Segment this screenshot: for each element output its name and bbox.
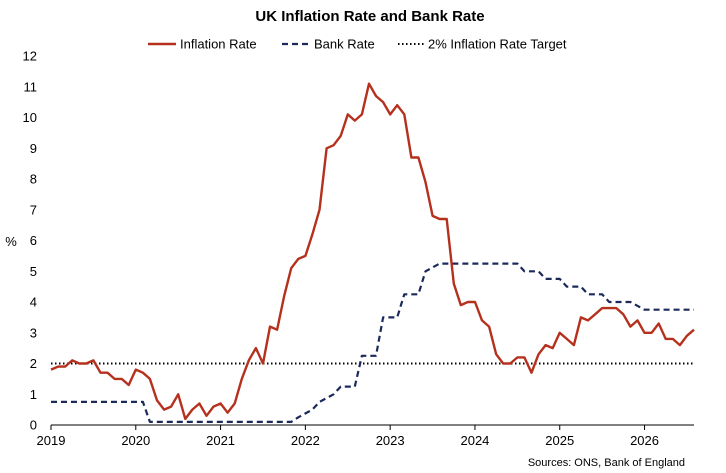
x-tick-label: 2020 <box>121 433 150 448</box>
y-tick-label: 11 <box>24 79 38 94</box>
y-tick-label: 2 <box>30 356 37 371</box>
y-tick-label: 7 <box>30 202 37 217</box>
legend-item-target: 2% Inflation Rate Target <box>398 37 567 52</box>
x-tick-label: 2023 <box>376 433 405 448</box>
x-axis: 2019 2020 2021 2022 2023 2024 2025 2026 <box>37 424 694 448</box>
y-tick-label: 3 <box>30 325 37 340</box>
legend-item-inflation: Inflation Rate <box>148 37 257 52</box>
y-tick-label: 5 <box>30 264 37 279</box>
legend-label-inflation: Inflation Rate <box>180 37 257 52</box>
y-tick-label: 12 <box>23 49 37 64</box>
x-tick-label: 2022 <box>291 433 320 448</box>
y-tick-label: 1 <box>30 387 37 402</box>
y-tick-label: 4 <box>30 295 37 310</box>
x-tick-label: 2024 <box>460 433 489 448</box>
x-tick-label: 2021 <box>206 433 235 448</box>
y-tick-label: 0 <box>30 418 37 433</box>
x-tick-label: 2025 <box>545 433 574 448</box>
series-line-0 <box>50 82 695 421</box>
legend-label-target: 2% Inflation Rate Target <box>428 37 567 52</box>
y-tick-label: 10 <box>23 110 37 125</box>
x-tick-label: 2026 <box>630 433 659 448</box>
y-tick-label: 9 <box>30 141 37 156</box>
y-axis-label: % <box>5 234 17 249</box>
legend: Inflation Rate Bank Rate 2% Inflation Ra… <box>148 37 567 52</box>
plot-area <box>50 82 695 423</box>
chart-title: UK Inflation Rate and Bank Rate <box>255 8 484 25</box>
y-tick-label: 8 <box>30 172 37 187</box>
x-tick-label: 2019 <box>37 433 66 448</box>
legend-label-bank-rate: Bank Rate <box>314 37 375 52</box>
y-tick-label: 6 <box>30 233 37 248</box>
legend-item-bank-rate: Bank Rate <box>282 37 375 52</box>
series-line-1 <box>51 262 694 423</box>
source-note: Sources: ONS, Bank of England <box>528 457 685 469</box>
